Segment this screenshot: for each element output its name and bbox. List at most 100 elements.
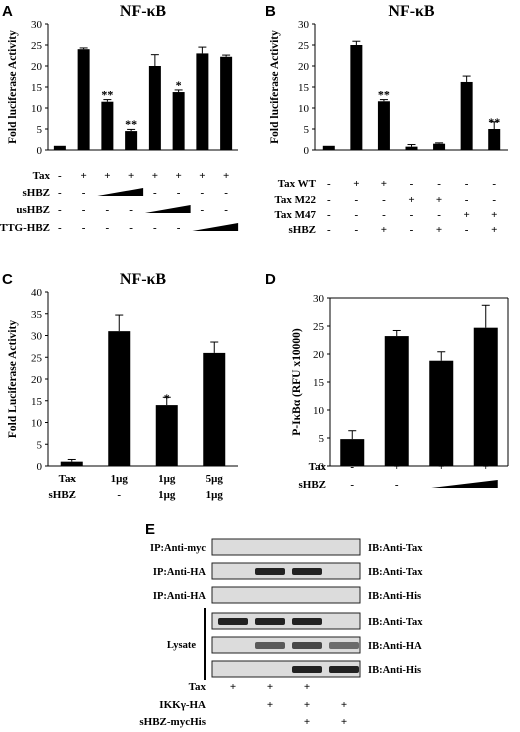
bar — [60, 461, 83, 466]
panel-b-label: B — [265, 3, 276, 20]
ib-label: IB:Anti-Tax — [368, 543, 423, 554]
condition-sign: - — [58, 222, 62, 234]
y-axis-label: Fold luciferase Activity — [269, 30, 281, 144]
condition-sign: + — [341, 716, 347, 728]
y-tick-label: 5 — [37, 124, 43, 136]
bar — [433, 143, 446, 150]
blot-band — [292, 642, 322, 649]
y-tick-label: 25 — [298, 40, 310, 52]
condition-sign: - — [492, 194, 496, 206]
condition-sign: - — [106, 222, 110, 234]
condition-sign: + — [304, 699, 310, 711]
blot-band — [292, 618, 322, 625]
condition-sign: - — [129, 222, 133, 234]
condition-sign: 1μg — [111, 473, 129, 485]
condition-label: Tax WT — [278, 178, 317, 190]
ip-label: IP:Anti-HA — [153, 567, 206, 578]
condition-sign: - — [177, 187, 181, 199]
condition-label: sHBZ — [288, 224, 316, 236]
chart-title: NF-κB — [120, 3, 167, 20]
y-tick-label: 15 — [298, 82, 310, 94]
y-tick-label: 15 — [31, 82, 43, 94]
y-tick-label: 0 — [304, 145, 310, 157]
bar — [405, 146, 418, 150]
y-tick-label: 10 — [298, 103, 310, 115]
blot-band — [218, 618, 248, 625]
chart-title: NF-κB — [120, 271, 167, 288]
blot-band — [329, 666, 359, 673]
blot-strip — [211, 612, 361, 630]
y-tick-label: 30 — [298, 19, 310, 31]
blot-strip — [211, 562, 361, 580]
y-tick-label: 30 — [313, 293, 325, 305]
bar — [322, 145, 335, 150]
panel-c-label: C — [2, 271, 13, 288]
condition-sign: - — [492, 178, 496, 190]
condition-sign: - — [327, 224, 331, 236]
y-tick-label: 10 — [313, 405, 325, 417]
significance-mark: * — [164, 391, 170, 405]
panel-a-label: A — [2, 3, 13, 20]
condition-sign: 1μg — [158, 489, 176, 501]
y-tick-label: 0 — [37, 461, 43, 473]
y-tick-label: 10 — [31, 103, 43, 115]
condition-sign: + — [438, 461, 444, 473]
bar — [108, 331, 131, 466]
chart-C: C NF-κB 0 5 10 15 20 25 30 35 40 Fold Luciferase Ac… — [2, 271, 238, 501]
significance-mark: ** — [101, 88, 113, 102]
bar — [77, 49, 90, 151]
condition-sign: - — [382, 194, 386, 206]
condition-sign: + — [491, 224, 497, 236]
y-tick-label: 30 — [31, 19, 43, 31]
condition-sign: - — [201, 204, 205, 216]
bar — [172, 92, 185, 150]
blot-band — [292, 568, 322, 575]
condition-sign: - — [153, 187, 157, 199]
bar — [350, 45, 363, 150]
blot-band — [255, 568, 285, 575]
condition-sign: + — [80, 170, 86, 182]
blot-strip — [211, 586, 361, 604]
chart-title: NF-κB — [388, 3, 435, 20]
y-tick-label: 30 — [31, 331, 43, 343]
condition-label: sHBZ — [48, 489, 76, 501]
ib-label: IB:Anti-Tax — [368, 567, 423, 578]
y-tick-label: 5 — [319, 433, 325, 445]
condition-sign: - — [58, 170, 62, 182]
condition-sign: + — [381, 224, 387, 236]
condition-sign: - — [327, 209, 331, 221]
condition-sign: - — [395, 479, 399, 491]
dose-ramp — [431, 480, 498, 488]
bar — [473, 327, 498, 466]
ib-label: IB:Anti-HA — [368, 641, 422, 652]
condition-sign: - — [355, 224, 359, 236]
blot-band — [255, 642, 285, 649]
condition-sign: - — [350, 461, 354, 473]
ib-label: IB:Anti-His — [368, 591, 421, 602]
y-tick-label: 40 — [31, 287, 43, 299]
significance-mark: ** — [378, 87, 390, 101]
lysate-label: Lysate — [167, 640, 197, 651]
blot-band — [329, 642, 359, 649]
condition-sign: + — [408, 194, 414, 206]
chart-D: D 0 5 10 15 20 25 30 P-IκBα (RFU x10000) Tax - + + + s… — [265, 271, 509, 491]
condition-sign: - — [465, 178, 469, 190]
condition-sign: + — [267, 681, 273, 693]
condition-sign: 5μg — [206, 473, 224, 485]
condition-label: Tax M47 — [275, 209, 317, 221]
condition-sign: - — [350, 479, 354, 491]
condition-sign: - — [410, 224, 414, 236]
y-tick-label: 5 — [37, 439, 43, 451]
condition-sign: + — [353, 178, 359, 190]
y-tick-label: 0 — [37, 145, 43, 157]
condition-sign: - — [82, 222, 86, 234]
y-tick-label: 0 — [319, 461, 325, 473]
condition-sign: - — [465, 224, 469, 236]
chart-A: A NF-κB 0 5 10 15 20 25 30 Fold luciferase Activi… — [0, 3, 239, 234]
condition-sign: - — [117, 489, 121, 501]
condition-label: sHBZ — [298, 479, 326, 491]
significance-mark: ** — [488, 115, 500, 129]
y-axis-label: Fold luciferase Activity — [7, 30, 19, 144]
bar — [340, 439, 365, 466]
condition-sign: - — [70, 489, 74, 501]
